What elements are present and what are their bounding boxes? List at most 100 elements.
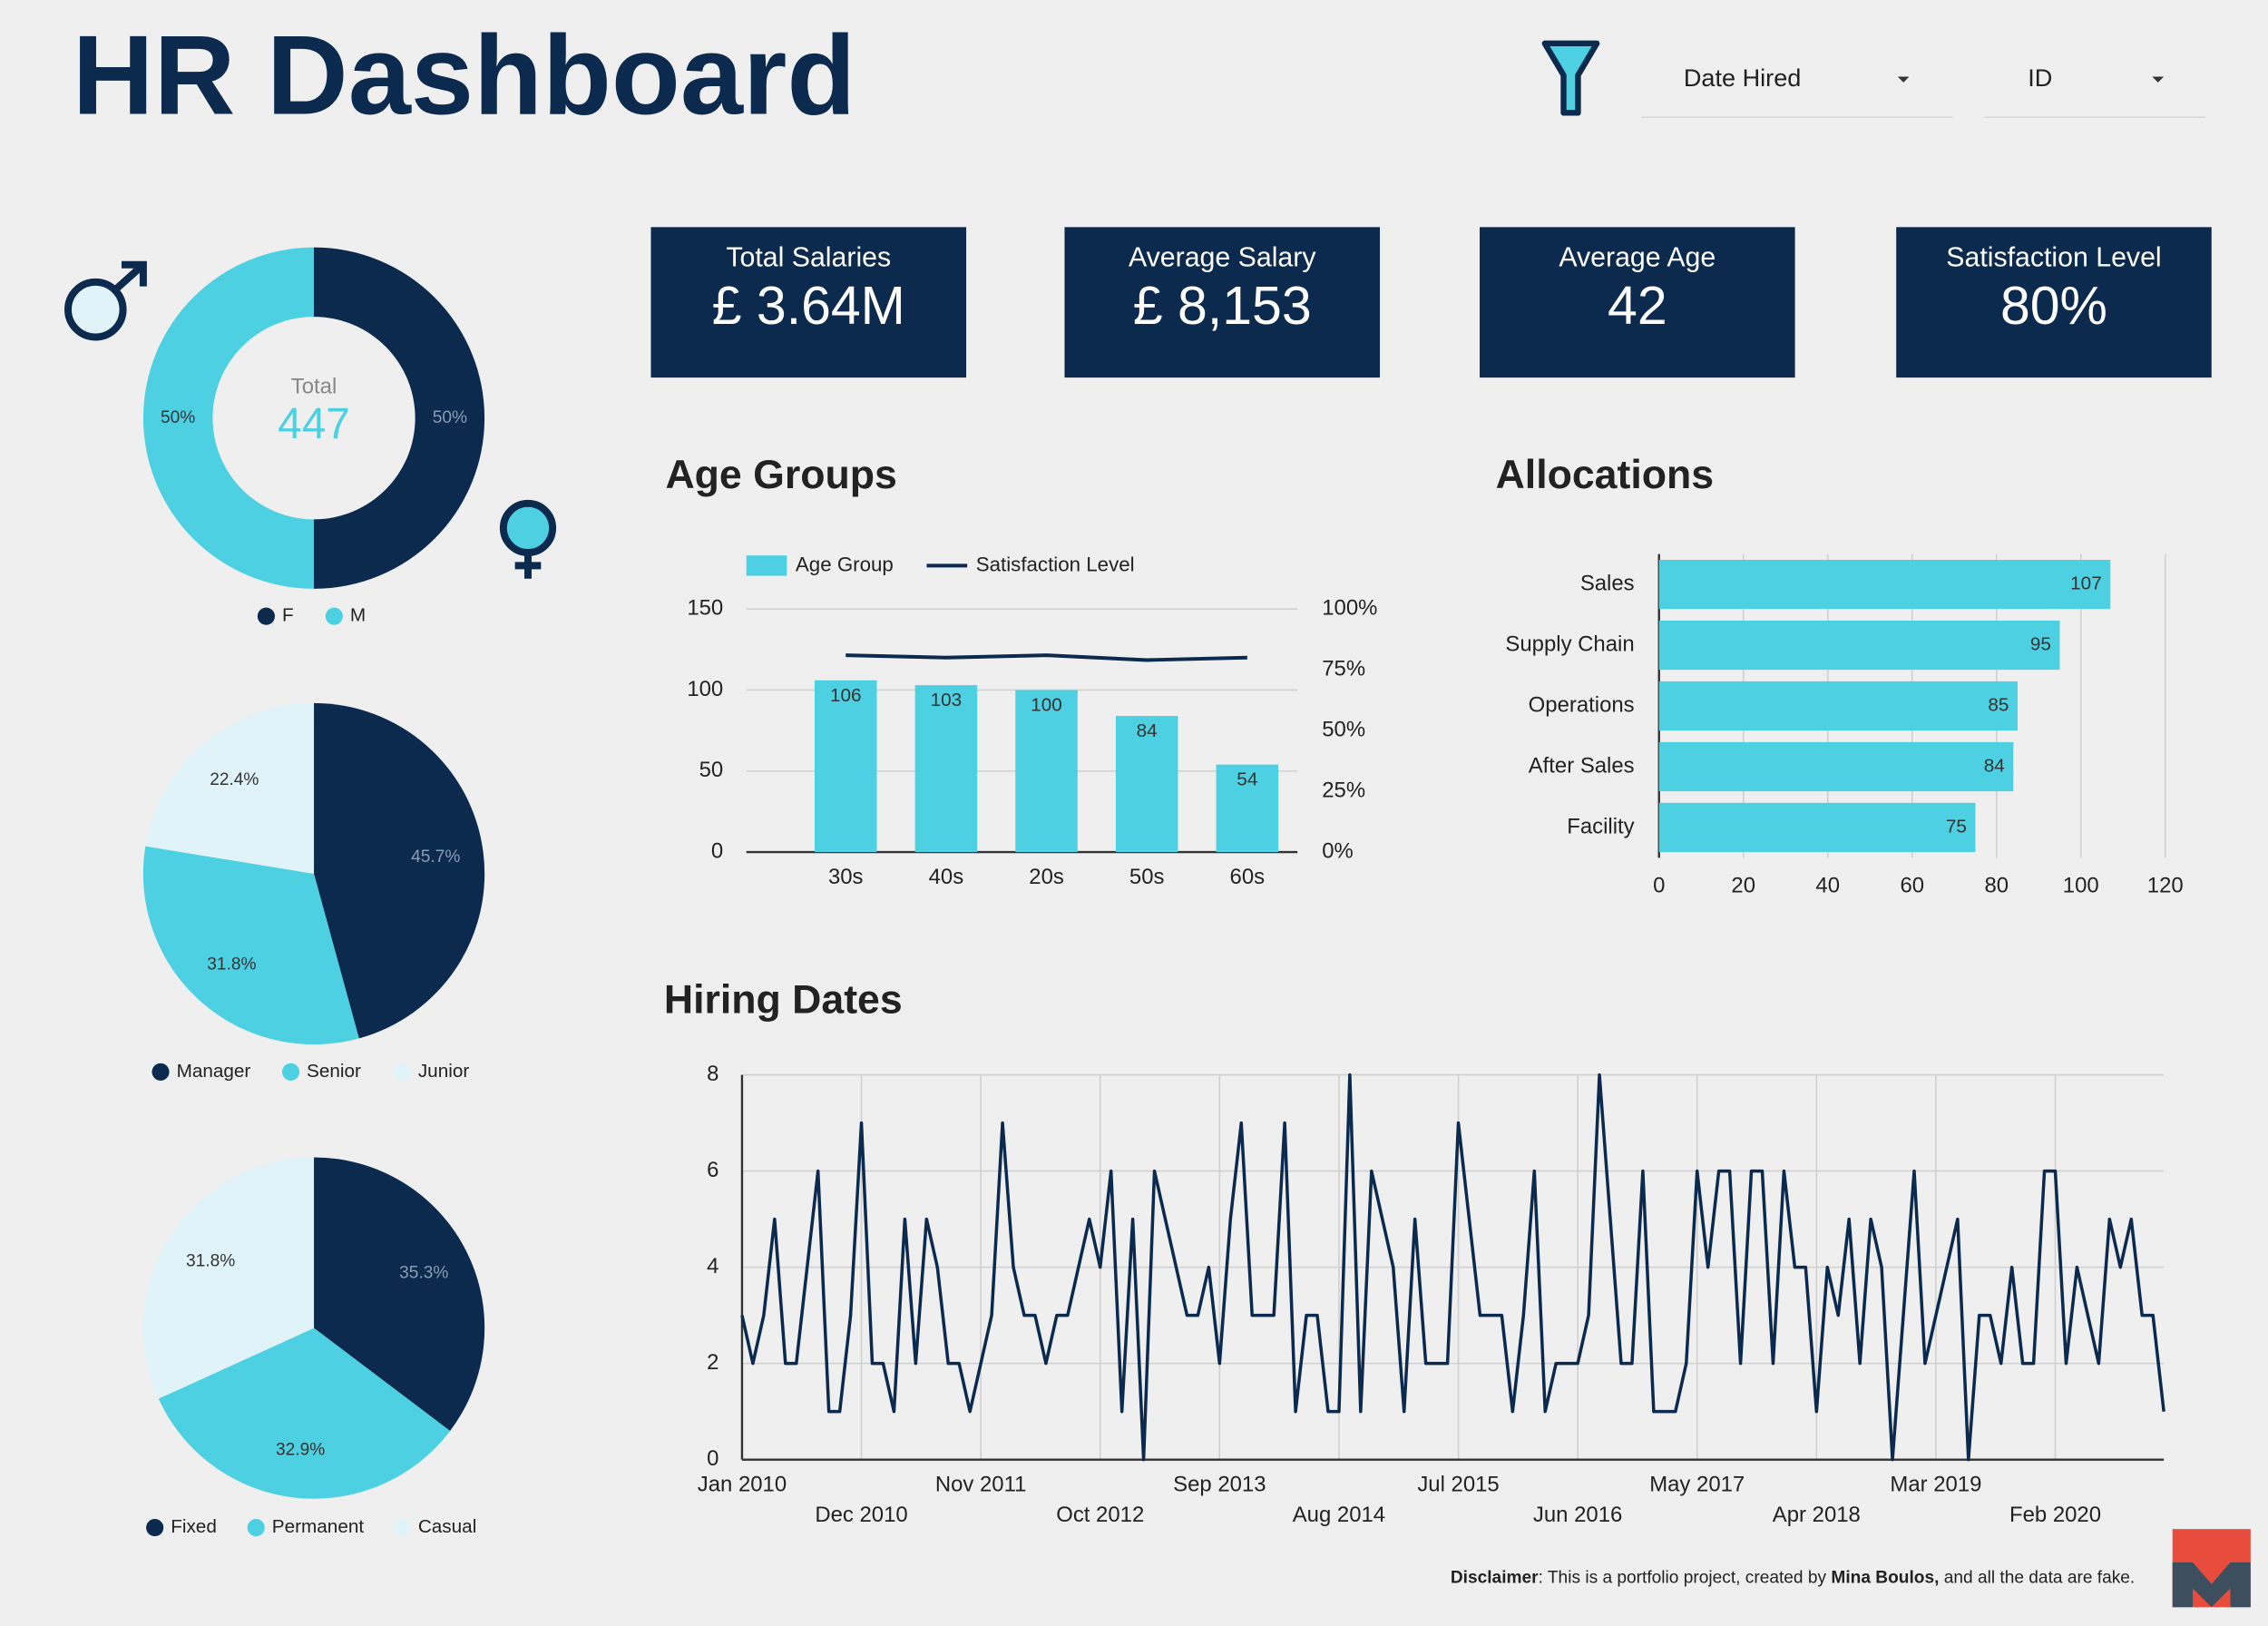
dropdown-label: ID <box>2028 64 2052 92</box>
disclaimer-text: and all the data are fake. <box>1939 1568 2135 1587</box>
female-icon <box>499 499 557 579</box>
x-tick-label: 80 <box>1984 874 2009 898</box>
filter-icon <box>1541 40 1600 116</box>
pie-slice <box>142 1157 315 1399</box>
x-tick-label: 30s <box>828 865 864 889</box>
x-tick-label: Apr 2018 <box>1773 1503 1861 1527</box>
y-tick-label: 8 <box>707 1062 719 1086</box>
kpi-card: Average Salary £ 8,153 <box>1064 227 1381 378</box>
x-tick-label: 50s <box>1129 865 1165 889</box>
x-tick-label: Jan 2010 <box>698 1473 787 1497</box>
x-tick-label: 40 <box>1815 874 1840 898</box>
y2-tick-label: 0% <box>1322 838 1354 863</box>
slice-label: 31.8% <box>207 955 256 975</box>
x-tick-label: Sep 2013 <box>1173 1473 1266 1497</box>
bar <box>914 685 978 853</box>
y-tick-label: 2 <box>707 1350 719 1375</box>
disclaimer-author: Mina Boulos, <box>1831 1568 1939 1587</box>
legend-label: M <box>350 605 366 626</box>
slice-label: 50% <box>161 408 195 427</box>
dropdown[interactable]: Date Hired <box>1641 64 1953 118</box>
center-value: 447 <box>278 400 350 448</box>
x-tick-label: 60s <box>1230 865 1266 889</box>
bar-value-label: 75 <box>1946 816 1967 837</box>
disclaimer-text: : This is a portfolio project, created b… <box>1539 1568 1832 1587</box>
bar <box>1658 741 2014 792</box>
x-tick-label: 20 <box>1731 874 1755 898</box>
bar <box>1015 690 1078 853</box>
series-line <box>846 653 1247 662</box>
y-tick-label: 150 <box>687 596 723 621</box>
legend-label: Permanent <box>272 1516 365 1537</box>
kpi-label: Average Salary <box>1129 242 1316 272</box>
legend-dot <box>393 1519 411 1537</box>
logo <box>2172 1529 2251 1608</box>
legend-label: Satisfaction Level <box>976 553 1135 575</box>
bar-value-label: 100 <box>1031 694 1062 715</box>
kpi-value: £ 3.64M <box>712 277 905 336</box>
kpi-box <box>1480 227 1795 378</box>
category-label: Supply Chain <box>1505 632 1634 656</box>
x-tick-label: Feb 2020 <box>2009 1503 2101 1527</box>
bar-value-label: 103 <box>931 690 963 710</box>
pie-slice <box>145 702 315 874</box>
legend-label: Junior <box>418 1061 470 1082</box>
legend-dot <box>393 1063 411 1081</box>
bar-value-label: 84 <box>1137 720 1158 741</box>
dropdown-label: Date Hired <box>1684 64 1802 92</box>
y-tick-label: 4 <box>707 1254 719 1278</box>
x-tick-label: Jul 2015 <box>1417 1473 1499 1497</box>
slice-label: 22.4% <box>210 770 259 789</box>
category-label: Sales <box>1580 571 1635 595</box>
bar <box>814 680 877 853</box>
kpi-value: 80% <box>2000 277 2107 336</box>
male-icon <box>64 260 147 341</box>
category-label: After Sales <box>1529 753 1635 778</box>
pie-slice <box>142 846 359 1045</box>
category-label: Facility <box>1567 814 1634 838</box>
legend-swatch <box>746 555 787 576</box>
dropdown[interactable]: ID <box>1984 64 2206 118</box>
pie-slice <box>314 247 485 589</box>
legend-label: Senior <box>307 1061 361 1082</box>
pie-slice <box>314 702 485 1039</box>
bar <box>1216 764 1279 853</box>
chart-title: Allocations <box>1496 453 1715 497</box>
bar <box>1658 802 1976 853</box>
legend-label: F <box>282 605 294 626</box>
slice-label: 35.3% <box>399 1263 448 1282</box>
x-tick-label: Aug 2014 <box>1293 1503 1385 1527</box>
x-tick-label: May 2017 <box>1649 1473 1745 1497</box>
disclaimer: Disclaimer: This is a portfolio project,… <box>1451 1568 2135 1587</box>
bar-value-label: 107 <box>2070 573 2102 594</box>
legend-dot <box>247 1519 265 1537</box>
kpi-card: Satisfaction Level 80% <box>1896 227 2212 378</box>
slice-label: 32.9% <box>276 1440 325 1459</box>
chart-title: Hiring Dates <box>664 978 903 1023</box>
y2-tick-label: 75% <box>1322 656 1365 681</box>
legend-label: Casual <box>418 1516 476 1537</box>
x-tick-label: Mar 2019 <box>1890 1473 1981 1497</box>
bar <box>1658 681 2018 731</box>
dashboard-title: HR Dashboard <box>73 12 856 138</box>
series-line <box>740 1073 2165 1462</box>
y-tick-label: 0 <box>711 838 723 863</box>
y-tick-label: 0 <box>707 1446 719 1471</box>
legend-label: Fixed <box>171 1516 217 1537</box>
kpi-label: Satisfaction Level <box>1946 242 2161 272</box>
legend-dot <box>281 1063 300 1081</box>
bar-value-label: 85 <box>1988 694 2009 715</box>
slice-label: 50% <box>433 408 467 427</box>
kpi-box <box>650 227 967 378</box>
kpi-box <box>1896 227 2212 378</box>
x-tick-label: 40s <box>929 865 964 889</box>
x-tick-label: Jun 2016 <box>1533 1503 1622 1527</box>
x-tick-label: 0 <box>1653 874 1665 898</box>
kpi-card: Total Salaries £ 3.64M <box>650 227 967 378</box>
bar-value-label: 106 <box>830 685 862 706</box>
legend-label: Manager <box>177 1061 251 1082</box>
legend-dot <box>152 1063 170 1081</box>
center-label: Total <box>291 375 337 399</box>
x-tick-label: 60 <box>1900 874 1924 898</box>
y2-tick-label: 100% <box>1322 596 1377 621</box>
